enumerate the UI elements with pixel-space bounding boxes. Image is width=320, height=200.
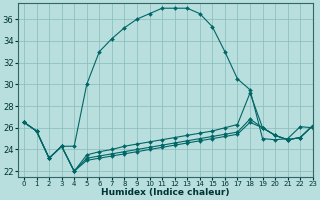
X-axis label: Humidex (Indice chaleur): Humidex (Indice chaleur) [101, 188, 229, 197]
